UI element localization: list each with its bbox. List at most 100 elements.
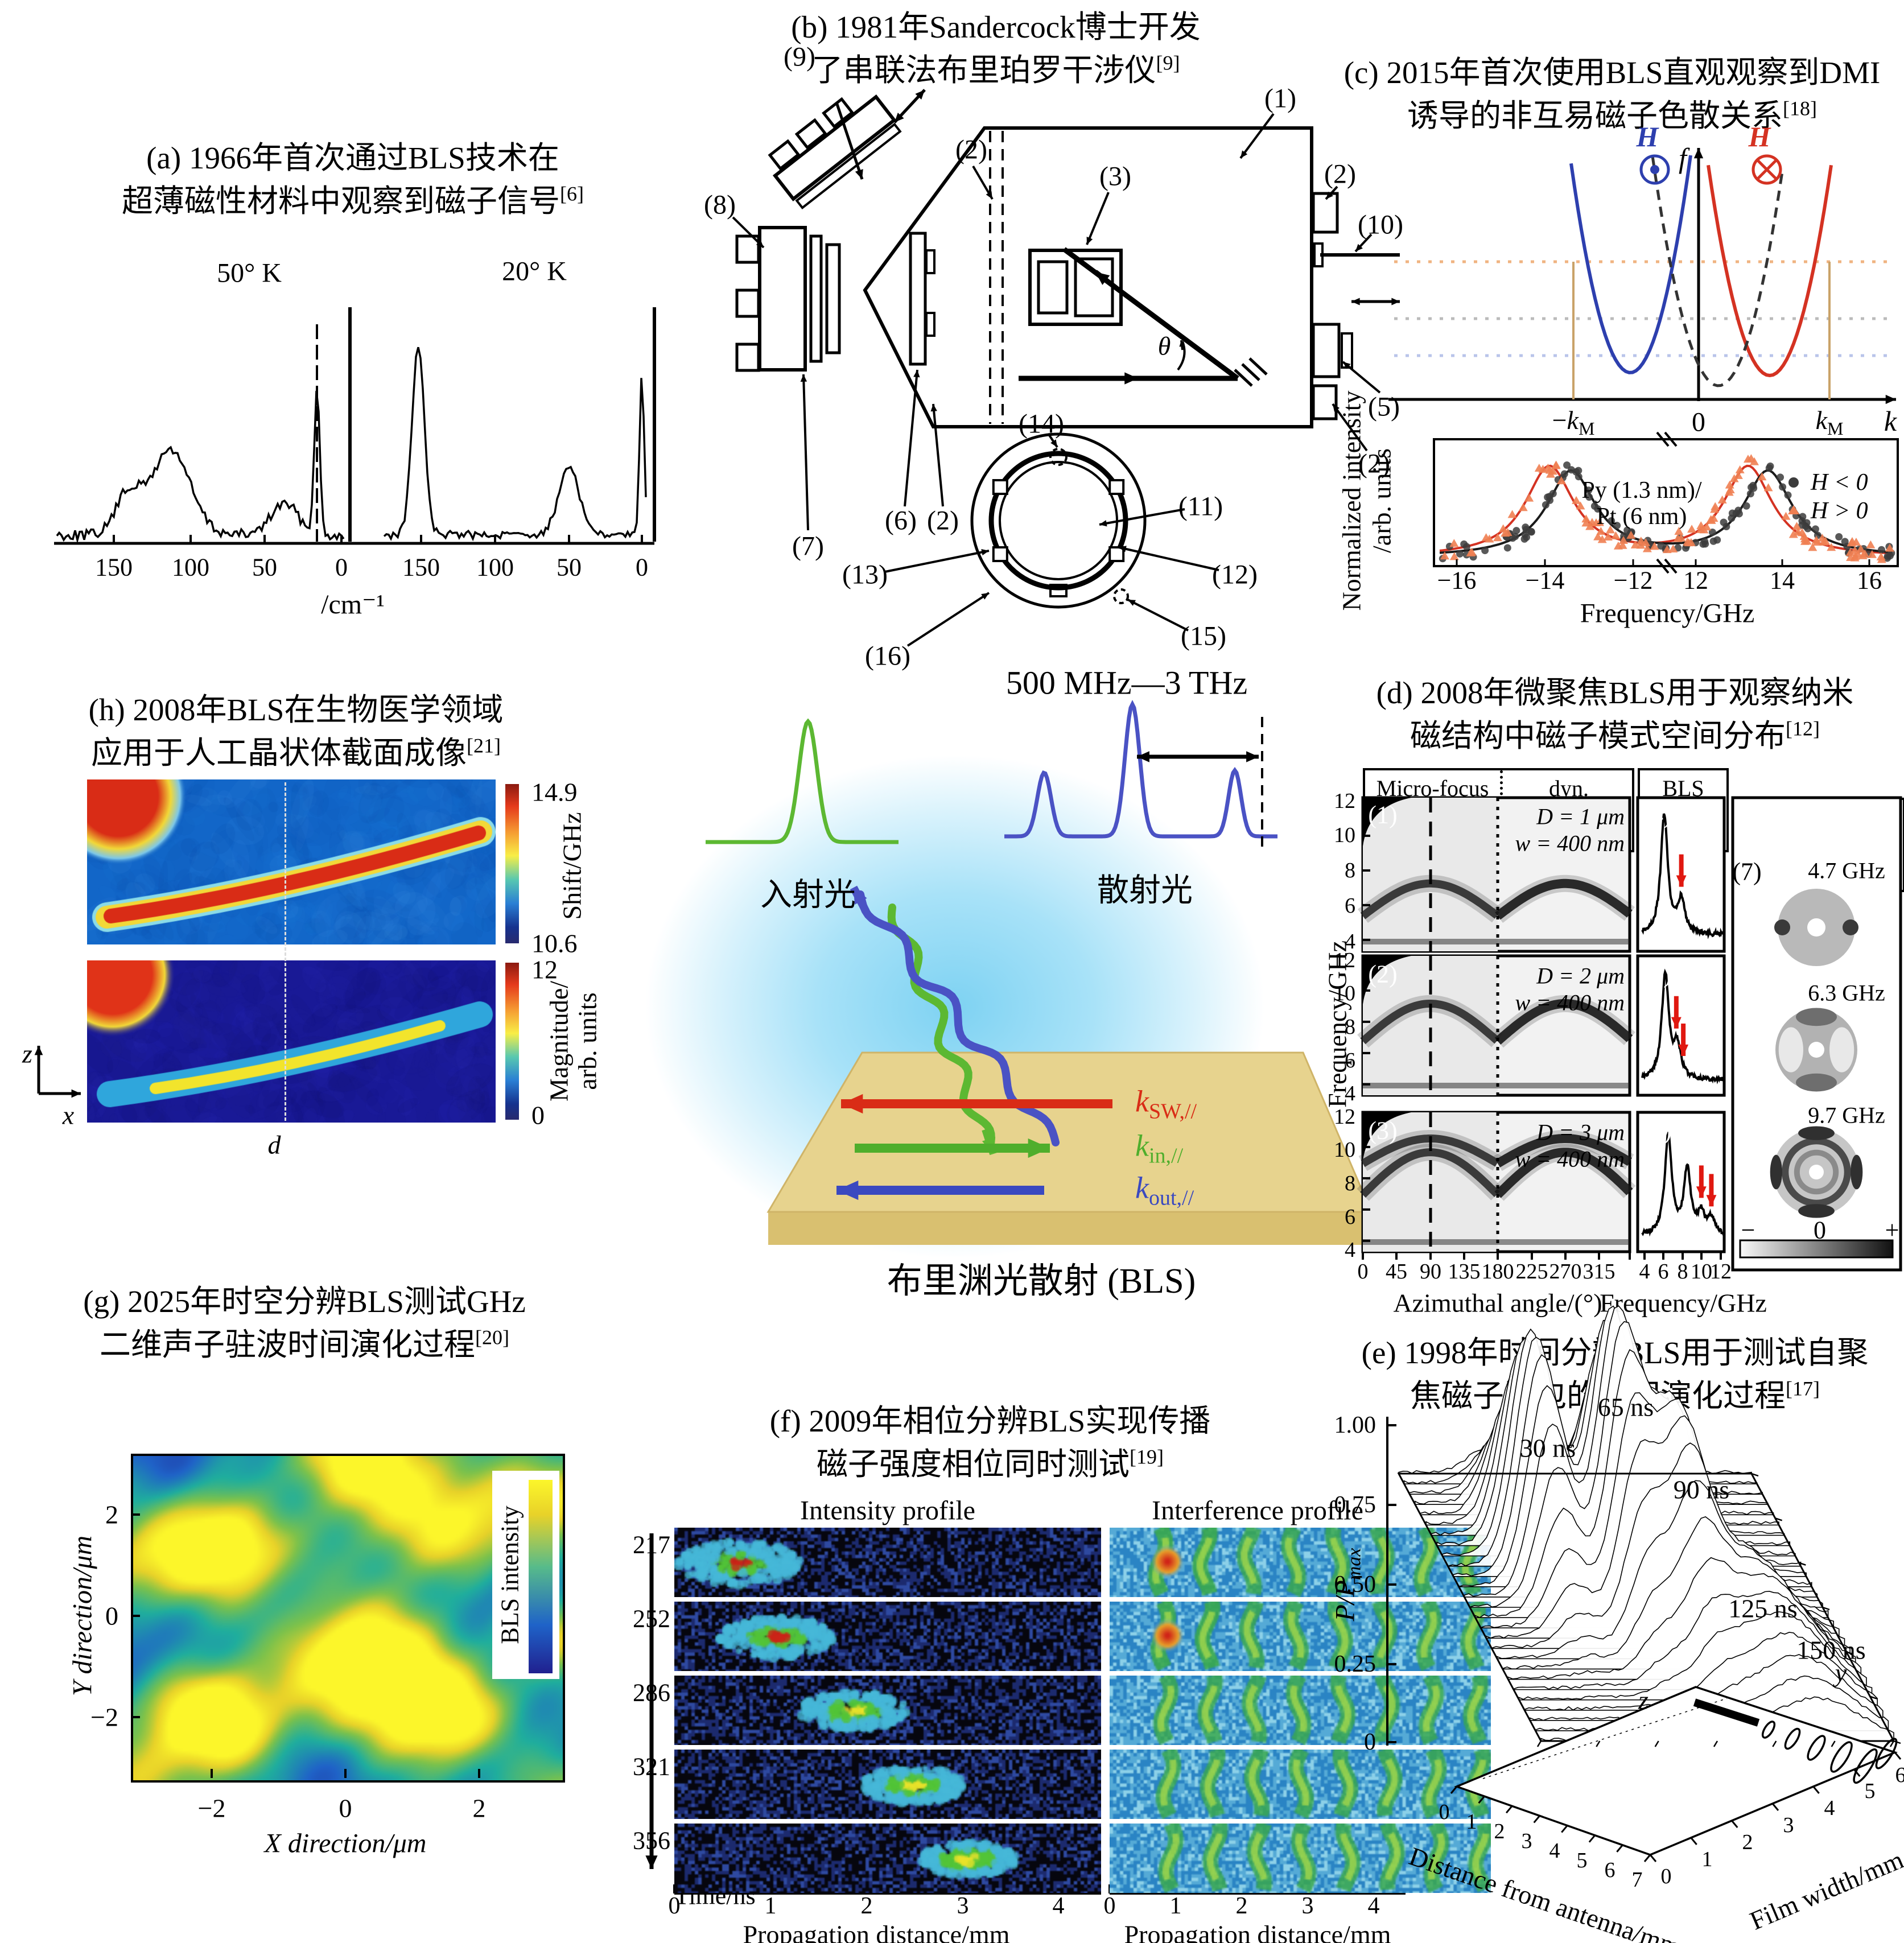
h-shift-heatmap xyxy=(87,779,496,944)
tick-label: 4 xyxy=(1367,1893,1380,1919)
panel-f: (f) 2009年相位分辨BLS实现传播 磁子强度相位同时测试[19] Inte… xyxy=(626,1400,1491,1943)
tick-label: 90 ns xyxy=(1673,1475,1730,1504)
tick-label: w = 400 nm xyxy=(1515,830,1625,856)
tick-label: 6 xyxy=(1345,1049,1355,1072)
tick-label: 12 xyxy=(1334,1105,1355,1129)
tick-label: 3 xyxy=(1301,1893,1314,1919)
f-xlabel1: Propagation distance/mm xyxy=(743,1920,1010,1943)
panel-b-title-line2: 了串联法布里珀罗干涉仪 xyxy=(811,52,1156,88)
f-intensity-map-row4 xyxy=(674,1750,1101,1819)
panel-d-title-line2: 磁结构中磁子模式空间分布 xyxy=(1410,718,1786,753)
c-dispersion-and-spectra-plot xyxy=(1388,148,1899,574)
tick-label: D = 1 μm xyxy=(1536,803,1625,830)
tick-label: 180 xyxy=(1481,1260,1514,1284)
bls-caption: 布里渊光散射 (BLS) xyxy=(887,1262,1196,1301)
tick-label: 16 xyxy=(1857,566,1882,595)
tick-label: 12 xyxy=(1710,1260,1732,1284)
tick-label: (8) xyxy=(704,189,736,220)
panel-g-title: (g) 2025年时空分辨BLS测试GHz 二维声子驻波时间演化过程[20] xyxy=(34,1280,575,1367)
panel-c: (c) 2015年首次使用BLS直观观察到DMI 诱导的非互易磁子色散关系[18… xyxy=(1320,51,1904,666)
f-intensity-map-row5 xyxy=(674,1824,1101,1893)
tick-label: 10.6 xyxy=(531,929,578,958)
tick-label: 4 xyxy=(1639,1260,1650,1284)
tick-label: f xyxy=(1679,142,1687,174)
tick-label: 10 xyxy=(1334,981,1355,1005)
tick-label: 0 xyxy=(1103,1893,1116,1919)
tick-label: Py (1.3 nm)/ xyxy=(1581,477,1702,504)
tick-label: 0 xyxy=(531,1100,545,1130)
tick-label: 315 xyxy=(1582,1260,1615,1284)
panel-c-title: (c) 2015年首次使用BLS直观观察到DMI 诱导的非互易磁子色散关系[18… xyxy=(1320,51,1904,138)
tick-label: H xyxy=(1636,121,1659,152)
f-header-interference: Interference profile xyxy=(1152,1495,1363,1526)
tick-label: 0.75 xyxy=(1334,1492,1377,1518)
tick-label: 1 xyxy=(1466,1810,1477,1834)
tick-label: (3) xyxy=(1099,161,1131,192)
tick-label: 0 xyxy=(636,553,648,581)
panel-h-title-line1: (h) 2008年BLS在生物医学领域 xyxy=(88,692,504,727)
panel-g-title-line2: 二维声子驻波时间演化过程 xyxy=(100,1327,476,1362)
k-sw-label: kSW,// xyxy=(1135,1084,1197,1124)
tick-label: 150 xyxy=(95,553,133,581)
panel-b-ref: [9] xyxy=(1156,51,1180,75)
d-xlabel2: Frequency/GHz xyxy=(1600,1288,1767,1318)
g-colorbar-label: BLS intensity xyxy=(496,1505,524,1644)
panel-g: (g) 2025年时空分辨BLS测试GHz 二维声子驻波时间演化过程[20] B… xyxy=(34,1280,603,1892)
tick-label: 12 xyxy=(1334,948,1355,972)
tick-label: 0.25 xyxy=(1334,1651,1377,1677)
tick-label: w = 400 nm xyxy=(1515,1146,1625,1172)
tick-label: 0 xyxy=(1692,407,1705,438)
tick-label: 2 xyxy=(1235,1893,1248,1919)
panel-b: (b) 1981年Sandercock博士开发 了串联法布里珀罗干涉仪[9] (… xyxy=(666,6,1406,671)
tick-label: 3 xyxy=(1521,1829,1532,1853)
f-xlabel2: Propagation distance/mm xyxy=(1124,1920,1391,1943)
k-in-label: kin,// xyxy=(1135,1128,1184,1168)
tick-label: 135 xyxy=(1448,1260,1481,1284)
tick-label: 270 xyxy=(1549,1260,1582,1284)
tick-label: 0 xyxy=(668,1893,681,1919)
tick-label: w = 400 nm xyxy=(1515,989,1625,1016)
tick-label: 4 xyxy=(1824,1796,1835,1820)
tick-label: 8 xyxy=(1345,859,1355,882)
tick-label: (1) xyxy=(1368,801,1398,829)
panel-b-title: (b) 1981年Sandercock博士开发 了串联法布里珀罗干涉仪[9] xyxy=(666,6,1326,92)
tick-label: (15) xyxy=(1181,621,1226,651)
scattered-light-label: 散射光 xyxy=(1097,873,1193,909)
panel-d-ref: [12] xyxy=(1786,717,1820,740)
tick-label: 30 ns xyxy=(1519,1433,1576,1463)
tick-label: 6 xyxy=(1604,1858,1615,1882)
e-3d-wavepacket-plot xyxy=(1386,1305,1902,1862)
tick-label: 0 xyxy=(1357,1260,1369,1284)
tick-label: 50 xyxy=(252,553,277,581)
tick-label: H xyxy=(1748,121,1771,152)
incident-light-label: 入射光 xyxy=(760,877,856,913)
tick-label: (9) xyxy=(784,42,815,72)
center-bls-illustration: 500 MHz—3 THz 入射光 散射光 kSW,// kin,// kout… xyxy=(541,649,1373,1337)
panel-g-title-line1: (g) 2025年时空分辨BLS测试GHz xyxy=(83,1284,526,1319)
panel-c-title-line1: (c) 2015年首次使用BLS直观观察到DMI xyxy=(1343,55,1881,90)
tick-label: 321 xyxy=(633,1752,670,1781)
tick-label: 8 xyxy=(1345,1015,1355,1039)
tick-label: 12 xyxy=(531,955,558,984)
panel-h-title-line2: 应用于人工晶状体截面成像 xyxy=(91,735,467,770)
panel-f-title: (f) 2009年相位分辨BLS实现传播 磁子强度相位同时测试[19] xyxy=(626,1400,1354,1486)
tick-label: (13) xyxy=(842,559,888,590)
tick-label: (3) xyxy=(1368,1116,1398,1145)
tick-label: 10 xyxy=(1334,823,1355,847)
tick-label: −2 xyxy=(197,1793,226,1823)
tick-label: (14) xyxy=(1019,409,1064,439)
f-interference-map-row4 xyxy=(1110,1750,1491,1819)
tick-label: H < 0 xyxy=(1811,469,1868,496)
tick-label: D = 3 μm xyxy=(1536,1119,1625,1145)
c-ylabel-line1: Normalized intensity xyxy=(1337,390,1366,611)
panel-h: (h) 2008年BLS在生物医学领域 应用于人工晶状体截面成像[21] Shi… xyxy=(11,688,615,1189)
tick-label: (12) xyxy=(1212,559,1258,590)
tick-label: 50° K xyxy=(217,258,282,288)
tick-label: (6) xyxy=(885,505,917,536)
panel-f-ref: [19] xyxy=(1130,1445,1164,1468)
tick-label: 5 xyxy=(1864,1779,1876,1803)
g-colorbar-frame: BLS intensity xyxy=(492,1471,559,1679)
panel-a-ref: [6] xyxy=(560,182,584,205)
tick-label: 8 xyxy=(1677,1260,1688,1284)
